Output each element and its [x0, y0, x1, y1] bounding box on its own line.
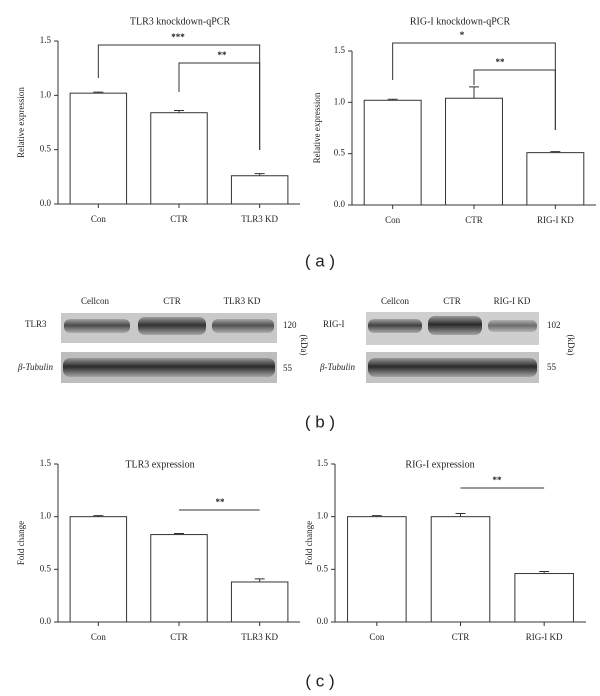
y-axis-label: Fold change: [16, 521, 26, 565]
y-tick-label: 1.0: [334, 96, 346, 106]
error-bar: [93, 91, 104, 94]
x-tick-label: CTR: [465, 215, 483, 225]
x-tick-label: TLR3 KD: [241, 632, 278, 642]
lane-label: CTR: [163, 296, 181, 306]
y-tick-label: 0.5: [317, 563, 329, 573]
significance-label: **: [496, 57, 506, 67]
error-bar: [174, 110, 184, 113]
error-bar: [254, 173, 265, 176]
bar: [230, 581, 289, 623]
bar: [150, 534, 208, 623]
x-tick-label: RIG-I KD: [526, 632, 563, 642]
chart-title: RIG-I expression: [405, 459, 474, 470]
bar: [430, 516, 491, 623]
bar: [445, 97, 503, 206]
significance-label: *: [460, 30, 465, 40]
error-bar: [254, 578, 265, 582]
significance-label: **: [216, 497, 226, 507]
y-tick-label: 1.5: [334, 45, 346, 55]
lane-label: CTR: [443, 296, 461, 306]
blot-right: Cellcon CTR RIG-I KD RIG-I β-Tubulin 102…: [319, 296, 576, 383]
panel-label: ( c ): [305, 671, 334, 690]
significance-label: **: [218, 50, 228, 60]
chart-title: TLR3 expression: [125, 459, 194, 470]
y-tick-label: 0.0: [334, 199, 346, 209]
y-axis-label: Relative expression: [16, 87, 26, 158]
bar: [69, 516, 128, 623]
panel-label: ( a ): [305, 251, 335, 270]
error-bar: [539, 570, 550, 574]
lane-label: TLR3 KD: [224, 296, 261, 306]
bar: [150, 112, 208, 205]
bar: [69, 92, 128, 205]
row-label: β-Tubulin: [319, 362, 355, 372]
y-axis-label: Relative expression: [312, 92, 322, 163]
error-bar: [550, 151, 561, 153]
unit-label: (kDa): [566, 335, 576, 356]
significance-bracket: [178, 62, 261, 150]
y-tick-label: 0.5: [40, 144, 52, 154]
y-axis-label: Fold change: [304, 521, 314, 565]
size-label: 55: [547, 362, 557, 372]
bar: [526, 152, 585, 206]
blot-left: Cellcon CTR TLR3 KD TLR3 β-Tubulin 120 5…: [17, 296, 309, 383]
x-tick-label: Con: [91, 214, 107, 224]
bar: [347, 516, 407, 623]
size-label: 102: [547, 320, 561, 330]
y-tick-label: 0.5: [334, 148, 346, 158]
lane-label: Cellcon: [381, 296, 409, 306]
y-tick-label: 1.0: [317, 511, 329, 521]
y-tick-label: 0.0: [40, 198, 52, 208]
lane-label: RIG-I KD: [494, 296, 531, 306]
error-bar: [387, 98, 398, 101]
bar: [514, 573, 574, 623]
error-bar: [93, 515, 104, 517]
y-tick-label: 0.5: [40, 563, 52, 573]
bar: [363, 99, 422, 206]
significance-bracket: [473, 69, 556, 130]
unit-label: (kDa): [299, 335, 309, 356]
error-bar: [371, 515, 382, 517]
x-tick-label: Con: [91, 632, 107, 642]
y-tick-label: 0.0: [40, 616, 52, 626]
x-tick-label: CTR: [170, 632, 188, 642]
y-tick-label: 0.0: [317, 616, 329, 626]
error-bar: [469, 86, 479, 99]
lane-label: Cellcon: [81, 296, 109, 306]
x-tick-label: TLR3 KD: [241, 214, 278, 224]
y-tick-label: 1.5: [40, 458, 52, 468]
chart-title: RIG-I knockdown-qPCR: [410, 16, 511, 27]
error-bar: [455, 513, 466, 517]
row-label: TLR3: [25, 319, 47, 329]
x-tick-label: RIG-I KD: [537, 215, 574, 225]
panel-label: ( b ): [305, 412, 335, 431]
y-tick-label: 1.0: [40, 89, 52, 99]
x-tick-label: CTR: [452, 632, 470, 642]
chart-title: TLR3 knockdown-qPCR: [130, 16, 231, 27]
row-label: β-Tubulin: [17, 362, 53, 372]
significance-label: ***: [171, 32, 185, 42]
error-bar: [174, 533, 184, 535]
x-tick-label: Con: [385, 215, 401, 225]
y-tick-label: 1.5: [317, 458, 329, 468]
significance-label: **: [493, 475, 503, 485]
size-label: 120: [283, 320, 297, 330]
row-label: RIG-I: [323, 319, 345, 329]
y-tick-label: 1.0: [40, 511, 52, 521]
x-tick-label: Con: [369, 632, 385, 642]
bar: [230, 175, 289, 205]
x-tick-label: CTR: [170, 214, 188, 224]
y-tick-label: 1.5: [40, 35, 52, 45]
size-label: 55: [283, 363, 293, 373]
